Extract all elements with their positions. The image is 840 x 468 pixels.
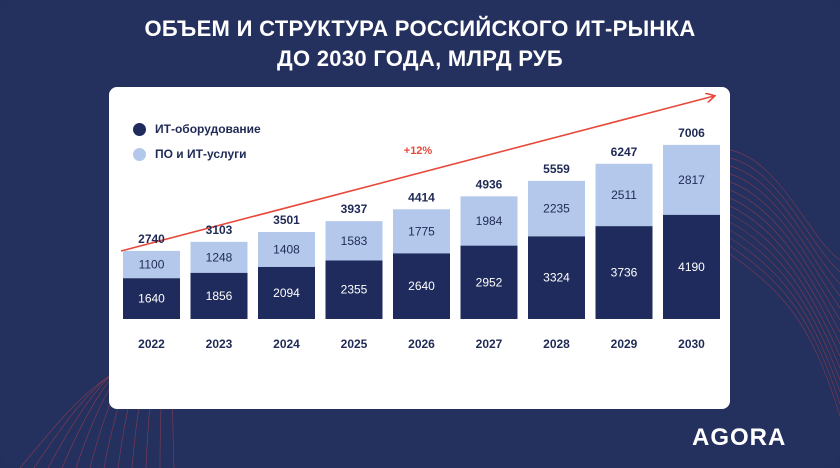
total-label-2026: 4414: [408, 190, 435, 204]
bar-services-2025: [325, 221, 383, 261]
deco-line-right: [729, 229, 840, 381]
growth-arrow: [120, 96, 714, 252]
x-tick-label-2023: 2023: [206, 337, 233, 351]
total-label-2024: 3501: [273, 213, 300, 227]
deco-line-right: [729, 173, 840, 297]
value-label-services-2030: 2817: [678, 173, 705, 187]
bar-hardware-2023: [190, 272, 248, 319]
legend-swatch-services: [133, 147, 146, 161]
value-label-hardware-2029: 3736: [611, 266, 638, 280]
deco-line-right: [729, 149, 840, 261]
deco-line-right: [729, 189, 840, 321]
legend-item-services: ПО и ИТ-услуги: [133, 147, 247, 161]
title-line-1: ОБЪЕМ И СТРУКТУРА РОССИЙСКОГО ИТ-РЫНКА: [144, 16, 696, 41]
value-label-services-2024: 1408: [273, 242, 300, 256]
deco-line-right: [729, 181, 840, 309]
total-label-2029: 6247: [611, 145, 638, 159]
x-tick-label-2030: 2030: [678, 337, 705, 351]
legend-label-hardware: ИТ-оборудование: [155, 122, 261, 136]
value-label-services-2022: 1100: [139, 258, 165, 272]
total-label-2028: 5559: [543, 162, 570, 176]
x-tick-label-2022: 2022: [138, 337, 165, 351]
value-label-hardware-2030: 4190: [678, 260, 705, 274]
value-label-hardware-2026: 2640: [408, 279, 435, 293]
chart-card: +12% 1100 1640 2740 2022 1248 1856 3103 2023 1408…: [109, 87, 730, 409]
bar-hardware-2028: [528, 236, 585, 319]
bar-services-2029: [595, 163, 653, 227]
growth-label: +12%: [404, 145, 433, 157]
deco-line-right: [729, 253, 840, 417]
legend-item-hardware: ИТ-оборудование: [133, 122, 261, 136]
value-label-hardware-2023: 1856: [206, 289, 233, 303]
deco-line-right: [729, 245, 840, 405]
total-label-2030: 7006: [678, 126, 705, 140]
bar-hardware-2026: [393, 253, 450, 319]
bar-services-2026: [393, 209, 450, 254]
deco-line-right: [729, 197, 840, 333]
legend-swatch-hardware: [133, 122, 146, 136]
value-label-services-2026: 1775: [408, 224, 435, 238]
x-tick-label-2025: 2025: [341, 337, 368, 351]
bar-hardware-2029: [595, 226, 653, 319]
x-tick-label-2027: 2027: [476, 337, 503, 351]
bar-hardware-2030: [663, 214, 720, 319]
deco-line-right: [729, 213, 840, 357]
title-line-2: ДО 2030 ГОДА, МЛРД РУБ: [276, 46, 564, 71]
value-label-hardware-2024: 2094: [273, 286, 300, 300]
value-label-hardware-2027: 2952: [476, 275, 503, 289]
bar-hardware-2025: [325, 260, 383, 319]
value-label-hardware-2022: 1640: [138, 292, 165, 306]
bar-services-2027: [460, 196, 518, 246]
deco-line-right: [729, 221, 840, 369]
deco-line-right: [729, 237, 840, 393]
x-tick-label-2026: 2026: [408, 337, 435, 351]
bar-hardware-2022: [123, 278, 180, 319]
value-label-services-2029: 2511: [611, 188, 637, 202]
x-tick-label-2029: 2029: [611, 337, 638, 351]
bar-hardware-2027: [460, 245, 518, 319]
total-label-2025: 3937: [341, 202, 368, 216]
stacked-bar-chart: +12% 1100 1640 2740 2022 1248 1856 3103 2023 1408…: [120, 87, 720, 351]
bar-services-2024: [258, 231, 315, 267]
legend-label-services: ПО и ИТ-услуги: [155, 147, 247, 161]
bar-services-2023: [190, 241, 248, 273]
agora-logo: AGORA: [692, 424, 787, 451]
x-tick-label-2024: 2024: [273, 337, 300, 351]
x-tick-label-2028: 2028: [543, 337, 570, 351]
value-label-hardware-2025: 2355: [341, 283, 368, 297]
total-label-2022: 2740: [138, 232, 165, 246]
value-label-services-2025: 1583: [341, 234, 368, 248]
value-label-services-2023: 1248: [206, 250, 233, 264]
total-label-2023: 3103: [206, 223, 233, 237]
total-label-2027: 4936: [476, 177, 503, 191]
deco-line-right: [729, 165, 840, 285]
bar-services-2030: [663, 144, 720, 215]
value-label-services-2028: 2235: [543, 202, 570, 216]
bar-services-2022: [123, 250, 180, 279]
bar-services-2028: [528, 180, 585, 237]
bar-hardware-2024: [258, 266, 315, 319]
deco-line-right: [729, 205, 840, 345]
value-label-services-2027: 1984: [476, 214, 503, 228]
value-label-hardware-2028: 3324: [543, 271, 570, 285]
chart-title: ОБЪЕМ И СТРУКТУРА РОССИЙСКОГО ИТ-РЫНКА Д…: [0, 14, 840, 74]
deco-line-right: [729, 157, 840, 273]
